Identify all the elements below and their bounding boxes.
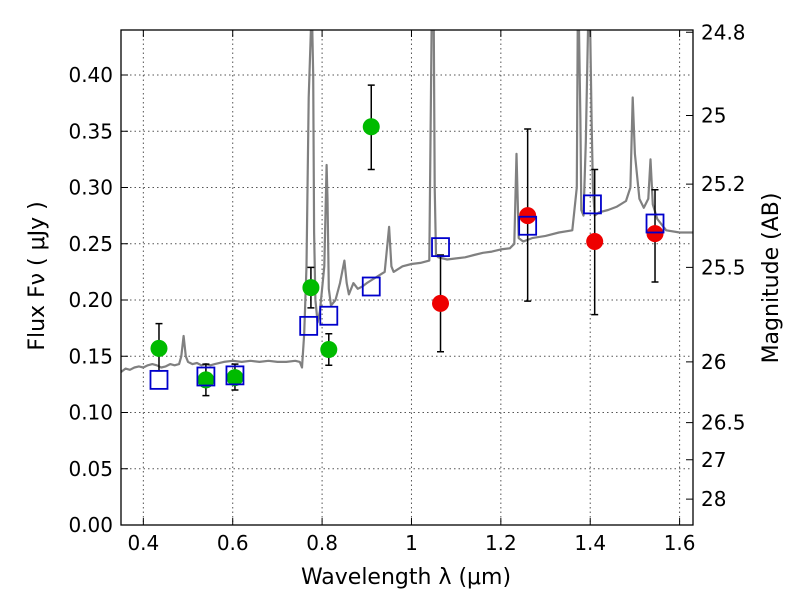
model-square-0 xyxy=(149,369,169,390)
right-tick-label-1: 25 xyxy=(701,104,726,128)
model-square-6 xyxy=(431,237,450,258)
x-tick-label-4: 1.2 xyxy=(485,531,517,555)
model-square-1 xyxy=(196,366,216,387)
plot-frame xyxy=(120,29,694,526)
model-square-8 xyxy=(583,194,602,215)
x-axis-label: Wavelength λ (μm) xyxy=(301,565,511,590)
point-green-3 xyxy=(302,279,320,297)
y-axis-ticks: 0.00 0.05 0.10 0.15 0.20 0.25 0.30 0.35 0.40 xyxy=(68,63,128,537)
point-green-0 xyxy=(150,339,168,357)
right-tick-label-6: 27 xyxy=(701,448,726,472)
y-axis-label: Flux Fν ( μJy ) xyxy=(25,201,50,350)
x-tick-label-6: 1.6 xyxy=(664,531,696,555)
y-tick-label-5: 0.25 xyxy=(68,232,113,256)
x-tick-label-2: 0.8 xyxy=(306,531,338,555)
right-axis-ticks: 24.8 25 25.2 25.5 26 26.5 27 28 xyxy=(686,20,746,511)
point-green-4 xyxy=(320,341,338,358)
point-red-3 xyxy=(646,225,664,243)
right-tick-label-5: 26.5 xyxy=(701,411,746,435)
right-tick-label-3: 25.5 xyxy=(701,255,746,279)
template-spectrum-layer xyxy=(121,30,693,373)
y-tick-label-2: 0.10 xyxy=(68,401,113,425)
model-square-4 xyxy=(319,305,339,326)
template-spectrum-line xyxy=(121,30,693,373)
model-square-5 xyxy=(361,276,381,297)
y-tick-label-8: 0.40 xyxy=(68,63,113,87)
model-square-3 xyxy=(299,315,319,336)
right-tick-label-0: 24.8 xyxy=(701,20,746,44)
model-square-7 xyxy=(518,215,538,236)
x-tick-label-1: 0.6 xyxy=(217,531,249,555)
axes-frame xyxy=(120,29,694,526)
x-tick-label-5: 1.4 xyxy=(574,531,606,555)
right-axis-label: Magnitude (AB) xyxy=(759,193,784,364)
x-tick-label-3: 1 xyxy=(405,531,418,555)
y-tick-label-0: 0.00 xyxy=(68,513,113,537)
right-tick-label-7: 28 xyxy=(701,487,726,511)
points-layer xyxy=(149,118,665,390)
model-square-2 xyxy=(225,365,245,386)
errorbar-layer xyxy=(155,84,659,397)
model-square-9 xyxy=(645,213,665,234)
point-green-2 xyxy=(226,369,244,387)
right-tick-label-2: 25.2 xyxy=(701,172,746,196)
y-tick-label-1: 0.05 xyxy=(68,457,113,481)
y-tick-label-7: 0.35 xyxy=(68,119,113,143)
grid-lines xyxy=(121,30,693,526)
y-tick-label-3: 0.15 xyxy=(68,344,113,368)
point-red-0 xyxy=(432,294,450,312)
right-tick-label-4: 26 xyxy=(701,350,726,374)
x-axis-ticks: 0.4 0.6 0.8 1 1.2 1.4 1.6 xyxy=(127,30,696,555)
point-green-5 xyxy=(362,118,380,136)
point-red-2 xyxy=(586,233,604,250)
x-tick-label-0: 0.4 xyxy=(127,531,159,555)
y-tick-label-6: 0.30 xyxy=(68,176,113,200)
point-red-1 xyxy=(519,207,537,225)
y-tick-label-4: 0.20 xyxy=(68,288,113,312)
